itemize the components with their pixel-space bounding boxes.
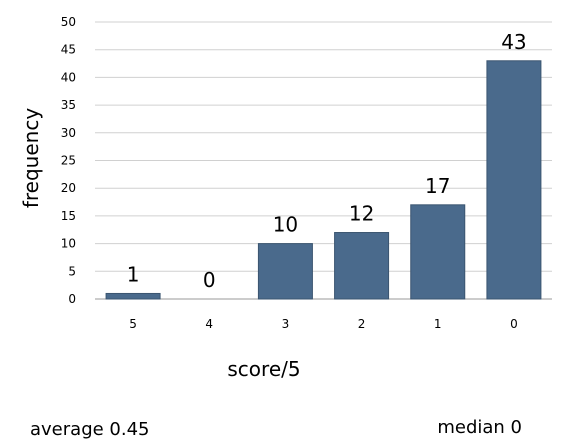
bar bbox=[105, 292, 161, 300]
data-label: 10 bbox=[273, 213, 298, 237]
y-tick-label: 40 bbox=[61, 70, 76, 84]
x-tick-label: 0 bbox=[510, 317, 518, 331]
x-tick-label: 4 bbox=[205, 317, 213, 331]
x-tick-label: 1 bbox=[434, 317, 442, 331]
bar bbox=[257, 243, 313, 300]
y-tick-label: 0 bbox=[68, 292, 76, 306]
x-axis-title: score/5 bbox=[227, 357, 300, 381]
data-label: 0 bbox=[203, 268, 216, 292]
y-axis-title: frequency bbox=[19, 108, 43, 208]
y-tick-label: 35 bbox=[61, 98, 76, 112]
median-stat: median 0 bbox=[437, 417, 522, 438]
bar bbox=[486, 60, 542, 300]
x-axis-ticks: 5 4 3 2 1 0 bbox=[129, 317, 517, 331]
y-tick-label: 30 bbox=[61, 126, 76, 140]
y-axis-ticks: 0 5 10 15 20 25 30 35 40 45 50 bbox=[61, 15, 76, 306]
y-tick-label: 5 bbox=[68, 264, 76, 278]
y-tick-label: 50 bbox=[61, 15, 76, 29]
y-tick-label: 15 bbox=[61, 209, 76, 223]
x-tick-label: 2 bbox=[358, 317, 366, 331]
x-tick-label: 3 bbox=[282, 317, 290, 331]
data-label: 17 bbox=[425, 174, 450, 198]
y-tick-label: 25 bbox=[61, 154, 76, 168]
bar bbox=[410, 204, 466, 300]
y-tick-label: 10 bbox=[61, 237, 76, 251]
x-tick-label: 5 bbox=[129, 317, 137, 331]
bar bbox=[334, 232, 390, 300]
bars bbox=[105, 60, 542, 300]
y-tick-label: 45 bbox=[61, 43, 76, 57]
data-label: 1 bbox=[127, 262, 140, 286]
grid-lines bbox=[95, 21, 552, 300]
y-tick-label: 20 bbox=[61, 181, 76, 195]
data-label: 43 bbox=[501, 30, 526, 54]
average-stat: average 0.45 bbox=[30, 419, 150, 440]
data-label: 12 bbox=[349, 202, 374, 226]
